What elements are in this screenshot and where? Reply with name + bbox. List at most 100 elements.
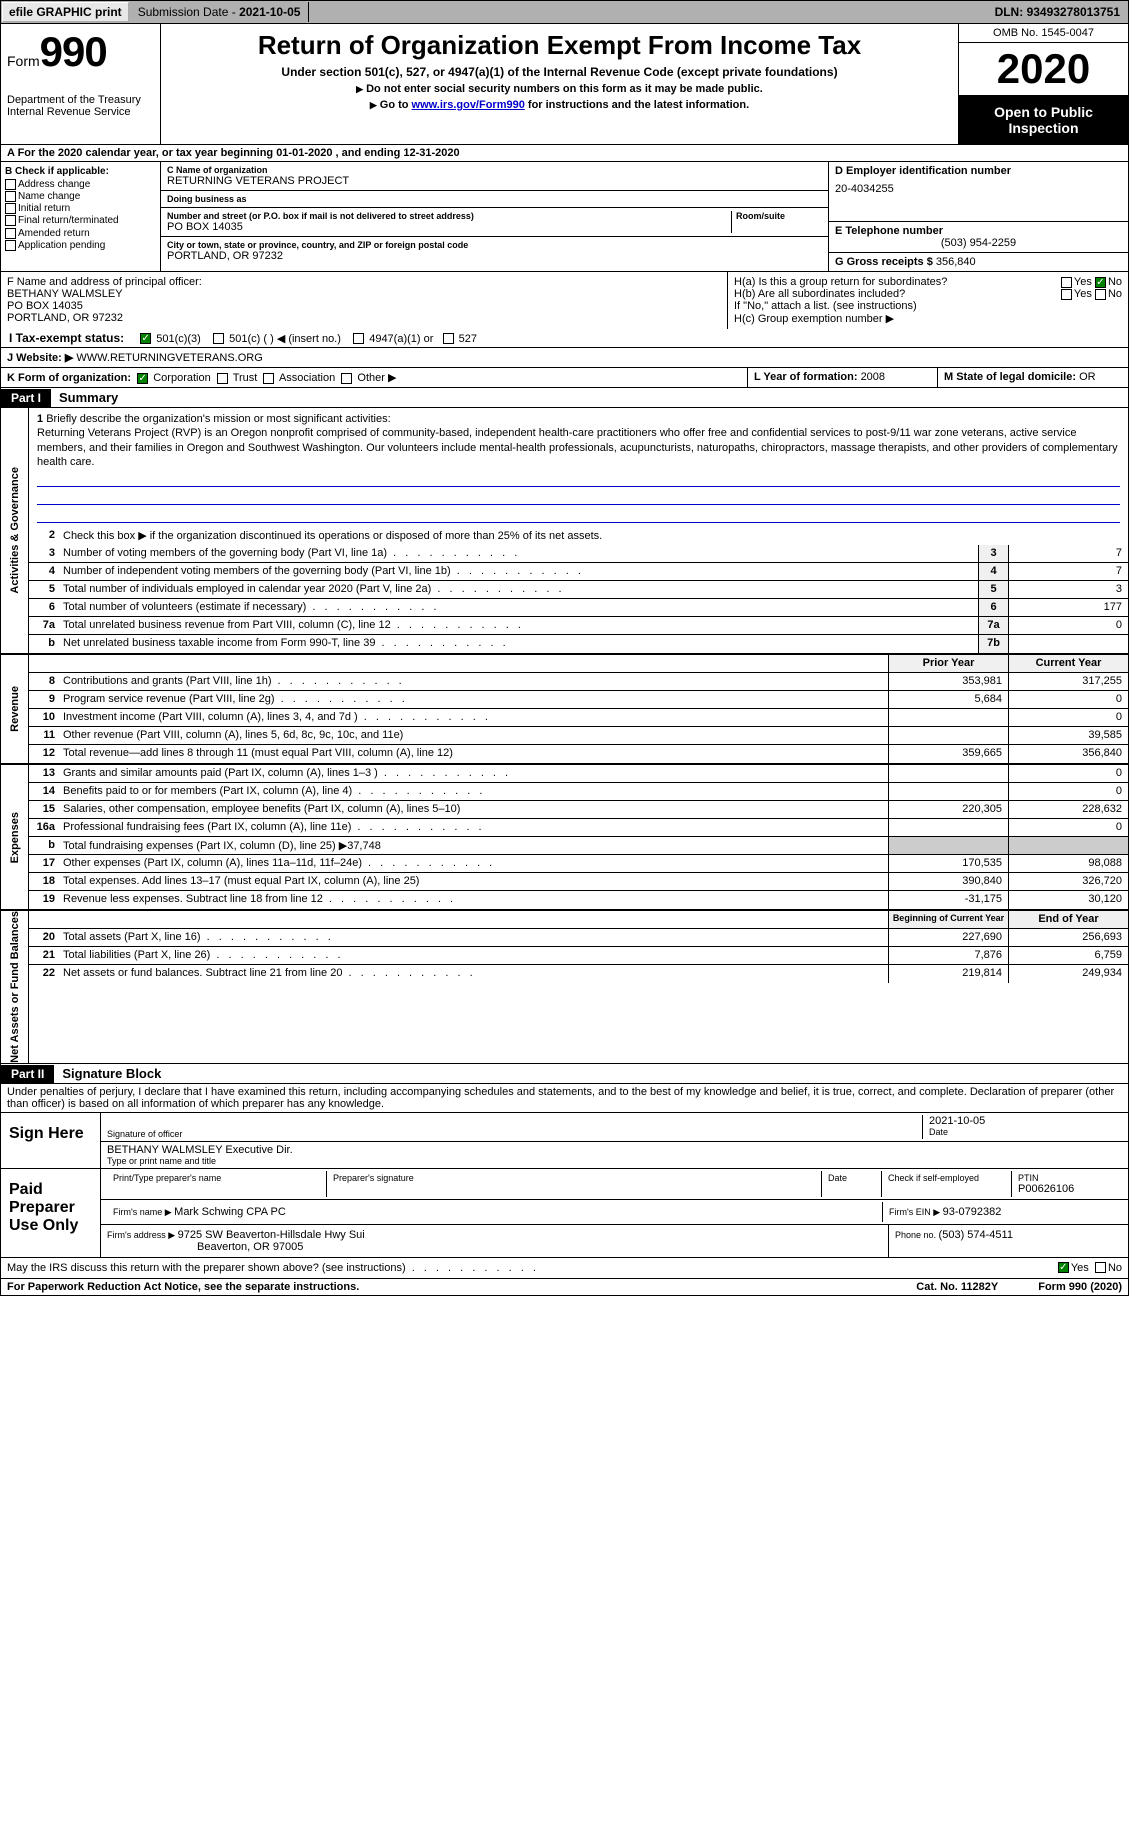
- exp-body: 13Grants and similar amounts paid (Part …: [29, 765, 1128, 909]
- efile-print-button[interactable]: efile GRAPHIC print: [2, 2, 129, 22]
- sig-officer-label: Signature of officer: [107, 1129, 922, 1139]
- chk-amended[interactable]: Amended return: [5, 228, 156, 239]
- form-number: Form990: [7, 28, 154, 76]
- firm-ein-cell: Firm's EIN ▶ 93-0792382: [882, 1202, 1122, 1222]
- col-right: D Employer identification number 20-4034…: [828, 162, 1128, 271]
- paid-prep-row: Paid Preparer Use Only Print/Type prepar…: [1, 1169, 1128, 1257]
- hb-yes[interactable]: [1061, 289, 1072, 300]
- line-2: 2Check this box ▶ if the organization di…: [29, 527, 1128, 545]
- chk-trust[interactable]: [217, 373, 228, 384]
- line-20: 20Total assets (Part X, line 16)227,6902…: [29, 929, 1128, 947]
- g-value: 356,840: [936, 256, 976, 268]
- firm-phone-label: Phone no.: [895, 1230, 939, 1240]
- chk-final-return[interactable]: Final return/terminated: [5, 215, 156, 226]
- k-label: K Form of organization:: [7, 372, 131, 384]
- line-17: 17Other expenses (Part IX, column (A), l…: [29, 855, 1128, 873]
- block-revenue: Revenue Prior Year Current Year 8Contrib…: [0, 655, 1129, 765]
- chk-address-change[interactable]: Address change: [5, 179, 156, 190]
- note-link: Go to www.irs.gov/Form990 for instructio…: [167, 99, 952, 111]
- e-value: (503) 954-2259: [835, 237, 1122, 249]
- hb-no[interactable]: [1095, 289, 1106, 300]
- note2-post: for instructions and the latest informat…: [528, 99, 749, 111]
- row-a-taxyear: A For the 2020 calendar year, or tax yea…: [0, 145, 1129, 162]
- tax-year: 2020: [959, 43, 1128, 96]
- chk-initial-return[interactable]: Initial return: [5, 203, 156, 214]
- dln-value: 93493278013751: [1027, 5, 1120, 19]
- irs-link[interactable]: www.irs.gov/Form990: [412, 99, 525, 111]
- line-11: 11Other revenue (Part VIII, column (A), …: [29, 727, 1128, 745]
- line-18: 18Total expenses. Add lines 13–17 (must …: [29, 873, 1128, 891]
- hb-row: H(b) Are all subordinates included? Yes …: [734, 288, 1122, 300]
- submission-cell: Submission Date - 2021-10-05: [130, 2, 310, 22]
- cell-addr-row: Number and street (or P.O. box if mail i…: [161, 208, 828, 237]
- part1-tag: Part I: [1, 389, 51, 407]
- d-value: 20-4034255: [835, 183, 1122, 195]
- c-name-label: C Name of organization: [167, 165, 822, 175]
- dln-label: DLN:: [995, 5, 1027, 19]
- firm-ein-label: Firm's EIN ▶: [889, 1207, 943, 1217]
- col-b-checks: B Check if applicable: Address change Na…: [1, 162, 161, 271]
- prep-name-cell: Print/Type preparer's name: [107, 1171, 327, 1197]
- f-addr2: PORTLAND, OR 97232: [7, 312, 721, 324]
- d-label: D Employer identification number: [835, 165, 1122, 177]
- open-inspection: Open to Public Inspection: [959, 96, 1128, 144]
- sig-officer-line: Signature of officer 2021-10-05 Date: [101, 1113, 1128, 1142]
- chk-501c3[interactable]: [140, 333, 151, 344]
- part1-title: Summary: [51, 388, 126, 407]
- cell-gross: G Gross receipts $ 356,840: [829, 253, 1128, 271]
- chk-assoc[interactable]: [263, 373, 274, 384]
- l-label: L Year of formation:: [754, 371, 861, 383]
- cell-addr: Number and street (or P.O. box if mail i…: [167, 211, 732, 233]
- chk-527[interactable]: [443, 333, 454, 344]
- f-name: BETHANY WALMSLEY: [7, 288, 721, 300]
- mission-line-1: [37, 473, 1120, 487]
- m-cell: M State of legal domicile: OR: [938, 368, 1128, 387]
- line-1-mission: 1 Briefly describe the organization's mi…: [29, 408, 1128, 527]
- hb-note: If "No," attach a list. (see instruction…: [734, 300, 1122, 312]
- cell-ein: D Employer identification number 20-4034…: [829, 162, 1128, 222]
- chk-4947[interactable]: [353, 333, 364, 344]
- line-10: 10Investment income (Part VIII, column (…: [29, 709, 1128, 727]
- discuss-row: May the IRS discuss this return with the…: [0, 1258, 1129, 1279]
- block-expenses: Expenses 13Grants and similar amounts pa…: [0, 765, 1129, 911]
- line-7b: bNet unrelated business taxable income f…: [29, 635, 1128, 653]
- fh-grid: F Name and address of principal officer:…: [0, 271, 1129, 329]
- prep-sig-label: Preparer's signature: [333, 1173, 815, 1183]
- l-cell: L Year of formation: 2008: [748, 368, 938, 387]
- submission-date: 2021-10-05: [239, 5, 300, 19]
- line-12: 12Total revenue—add lines 8 through 11 (…: [29, 745, 1128, 763]
- side-expenses: Expenses: [1, 765, 29, 909]
- discuss-no[interactable]: [1095, 1262, 1106, 1273]
- l1-text: Returning Veterans Project (RVP) is an O…: [37, 427, 1118, 468]
- sign-here-label: Sign Here: [1, 1113, 101, 1168]
- ha-no[interactable]: [1095, 277, 1106, 288]
- net-body: Beginning of Current Year End of Year 20…: [29, 911, 1128, 1063]
- note-ssn: Do not enter social security numbers on …: [167, 83, 952, 95]
- chk-other[interactable]: [341, 373, 352, 384]
- line-7a: 7aTotal unrelated business revenue from …: [29, 617, 1128, 635]
- discuss-yes[interactable]: [1058, 1262, 1069, 1273]
- addr-label: Number and street (or P.O. box if mail i…: [167, 211, 731, 221]
- prep-sig-cell: Preparer's signature: [327, 1171, 822, 1197]
- k-cell: K Form of organization: Corporation Trus…: [1, 368, 748, 387]
- dln-cell: DLN: 93493278013751: [987, 2, 1128, 22]
- chk-501c[interactable]: [213, 333, 224, 344]
- ptin-value: P00626106: [1018, 1183, 1116, 1195]
- dba-label: Doing business as: [167, 194, 822, 204]
- j-label: J Website: ▶: [7, 352, 76, 364]
- cell-org-name: C Name of organization RETURNING VETERAN…: [161, 162, 828, 191]
- firm-addr-cell: Firm's address ▶ 9725 SW Beaverton-Hills…: [101, 1225, 888, 1257]
- firm-name-cell: Firm's name ▶ Mark Schwing CPA PC: [107, 1202, 882, 1222]
- row-j-website: J Website: ▶ WWW.RETURNINGVETERANS.ORG: [0, 348, 1129, 368]
- side-revenue: Revenue: [1, 655, 29, 763]
- line-16a: 16aProfessional fundraising fees (Part I…: [29, 819, 1128, 837]
- side-netassets: Net Assets or Fund Balances: [1, 911, 29, 1063]
- chk-app-pending[interactable]: Application pending: [5, 240, 156, 251]
- footer-left: For Paperwork Reduction Act Notice, see …: [7, 1281, 359, 1293]
- chk-corp[interactable]: [137, 373, 148, 384]
- mission-line-3: [37, 509, 1120, 523]
- form-title: Return of Organization Exempt From Incom…: [167, 30, 952, 61]
- omb-number: OMB No. 1545-0047: [959, 24, 1128, 43]
- ha-yes[interactable]: [1061, 277, 1072, 288]
- chk-name-change[interactable]: Name change: [5, 191, 156, 202]
